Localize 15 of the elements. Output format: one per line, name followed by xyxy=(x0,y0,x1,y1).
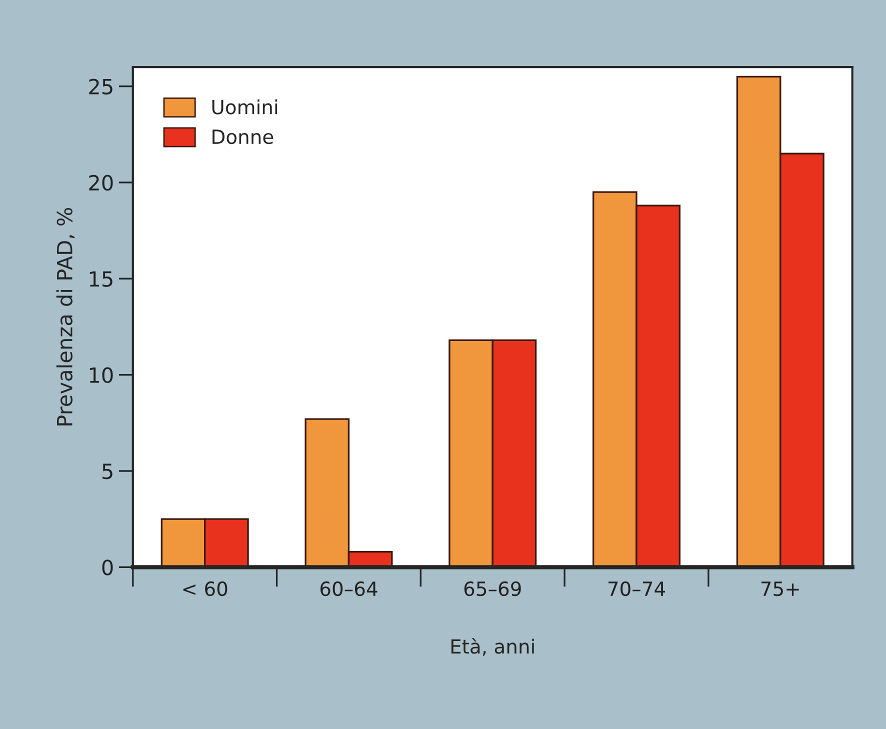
y-tick-label: 0 xyxy=(102,560,113,576)
y-axis-title: Prevalenza di PAD, % xyxy=(56,208,75,426)
y-tick-label: 15 xyxy=(90,271,112,287)
x-tick-label: 70–74 xyxy=(608,581,666,596)
legend-label: Donne xyxy=(212,130,274,144)
y-tick-label: 25 xyxy=(89,78,112,95)
y-tick-label: 10 xyxy=(90,367,113,384)
legend-label: Uomini xyxy=(212,99,278,114)
y-tick-label: 20 xyxy=(89,174,113,191)
x-tick-label: 65–69 xyxy=(464,581,521,596)
y-tick-label: 5 xyxy=(102,464,112,480)
x-tick-label: 75+ xyxy=(761,582,799,596)
x-tick-label: < 60 xyxy=(183,581,228,596)
x-tick-label: 60–64 xyxy=(320,581,378,596)
x-axis-title: Età, anni xyxy=(451,638,534,656)
